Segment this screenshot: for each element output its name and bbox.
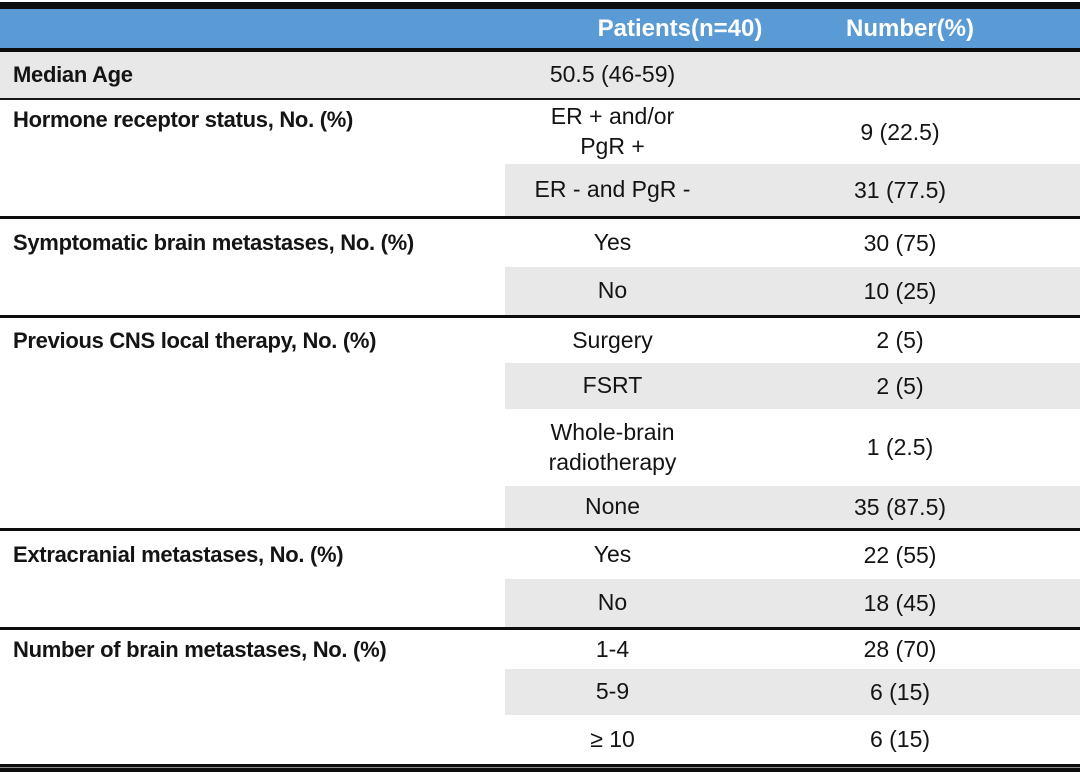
row-label: Hormone receptor status, No. (%) (13, 107, 354, 132)
table-header-row: Patients(n=40) Number(%) (0, 9, 1080, 52)
number-cell: 10 (25) (863, 277, 937, 304)
table-row: Extracranial metastases, No. (%) Yes 22 … (0, 531, 1080, 579)
row-values: Yes 22 (55) (505, 531, 1080, 579)
value-cell: ER + and/or PgR + (550, 103, 675, 159)
row-label: Median Age (13, 62, 133, 87)
table-row: ≥ 10 6 (15) (0, 715, 1080, 764)
group-number-of-brain-metastases: Number of brain metastases, No. (%) 1-4 … (0, 630, 1080, 764)
value-cell: 50.5 (46-59) (549, 61, 676, 88)
number-cell: 30 (75) (863, 229, 937, 256)
row-label: Number of brain metastases, No. (%) (13, 636, 387, 662)
table-row: FSRT 2 (5) (0, 363, 1080, 409)
value-cell: No (597, 589, 628, 616)
table-row: No 10 (25) (0, 267, 1080, 315)
table-row: Hormone receptor status, No. (%) ER + an… (0, 100, 1080, 164)
table-row: ER - and PgR - 31 (77.5) (0, 164, 1080, 216)
number-cell: 22 (55) (863, 541, 937, 568)
number-cell: 18 (45) (863, 589, 937, 616)
row-label (0, 669, 505, 715)
value-cell: Whole-brain radiotherapy (548, 418, 677, 475)
row-label (0, 486, 505, 528)
row-values: No 10 (25) (505, 267, 1080, 315)
row-label (0, 164, 505, 216)
number-cell (720, 52, 1080, 98)
row-values: 50.5 (46-59) (505, 52, 1080, 98)
row-label (0, 363, 505, 409)
number-cell: 31 (77.5) (853, 176, 947, 203)
number-cell: 35 (87.5) (853, 493, 947, 520)
row-label (0, 579, 505, 627)
group-previous-cns-local-therapy: Previous CNS local therapy, No. (%) Surg… (0, 318, 1080, 531)
row-values: Yes 30 (75) (505, 219, 1080, 267)
table-row: Number of brain metastases, No. (%) 1-4 … (0, 630, 1080, 669)
value-cell: Yes (593, 541, 632, 568)
table-row: Symptomatic brain metastases, No. (%) Ye… (0, 219, 1080, 267)
number-cell: 28 (70) (863, 636, 937, 662)
row-label (0, 715, 505, 764)
value-cell: None (585, 493, 640, 520)
row-label: Extracranial metastases, No. (%) (13, 542, 344, 567)
value-cell: ER - and PgR - (534, 176, 691, 203)
group-hormone-receptor-status: Hormone receptor status, No. (%) ER + an… (0, 100, 1080, 219)
row-values: 5-9 6 (15) (505, 669, 1080, 715)
value-cell: 5-9 (595, 678, 630, 705)
group-extracranial-metastases: Extracranial metastases, No. (%) Yes 22 … (0, 531, 1080, 630)
number-cell: 1 (2.5) (866, 434, 934, 460)
row-values: Surgery 2 (5) (505, 318, 1080, 363)
value-cell: Surgery (572, 326, 653, 353)
value-cell: FSRT (582, 372, 643, 399)
value-cell: No (597, 277, 628, 304)
table-row: Median Age 50.5 (46-59) (0, 52, 1080, 98)
number-cell: 2 (5) (876, 372, 924, 399)
number-cell: 2 (5) (876, 327, 924, 353)
number-cell: 9 (22.5) (860, 118, 940, 145)
row-values: ≥ 10 6 (15) (505, 715, 1080, 764)
group-median-age: Median Age 50.5 (46-59) (0, 52, 1080, 100)
header-patients: Patients(n=40) (597, 15, 763, 42)
number-cell: 6 (15) (869, 726, 931, 752)
table-row: 5-9 6 (15) (0, 669, 1080, 715)
table-row: No 18 (45) (0, 579, 1080, 627)
table-row: Whole-brain radiotherapy 1 (2.5) (0, 409, 1080, 486)
row-label: Previous CNS local therapy, No. (%) (13, 327, 377, 353)
row-values: ER + and/or PgR + 9 (22.5) (505, 100, 1080, 164)
row-values: No 18 (45) (505, 579, 1080, 627)
number-cell: 6 (15) (869, 678, 931, 705)
row-values: FSRT 2 (5) (505, 363, 1080, 409)
table-bottom-border (0, 764, 1080, 772)
table-row: None 35 (87.5) (0, 486, 1080, 528)
row-label: Symptomatic brain metastases, No. (%) (13, 230, 414, 255)
value-cell: Yes (593, 229, 632, 256)
row-values: Whole-brain radiotherapy 1 (2.5) (505, 409, 1080, 486)
value-cell: 1-4 (595, 635, 630, 662)
header-number: Number(%) (845, 15, 974, 42)
value-cell: ≥ 10 (590, 725, 635, 752)
row-values: ER - and PgR - 31 (77.5) (505, 164, 1080, 216)
top-margin (0, 0, 1080, 2)
row-label (0, 409, 505, 486)
table-top-border (0, 2, 1080, 9)
row-values: 1-4 28 (70) (505, 630, 1080, 669)
table-row: Previous CNS local therapy, No. (%) Surg… (0, 318, 1080, 363)
group-symptomatic-brain-metastases: Symptomatic brain metastases, No. (%) Ye… (0, 219, 1080, 318)
row-values: None 35 (87.5) (505, 486, 1080, 528)
row-label (0, 267, 505, 315)
